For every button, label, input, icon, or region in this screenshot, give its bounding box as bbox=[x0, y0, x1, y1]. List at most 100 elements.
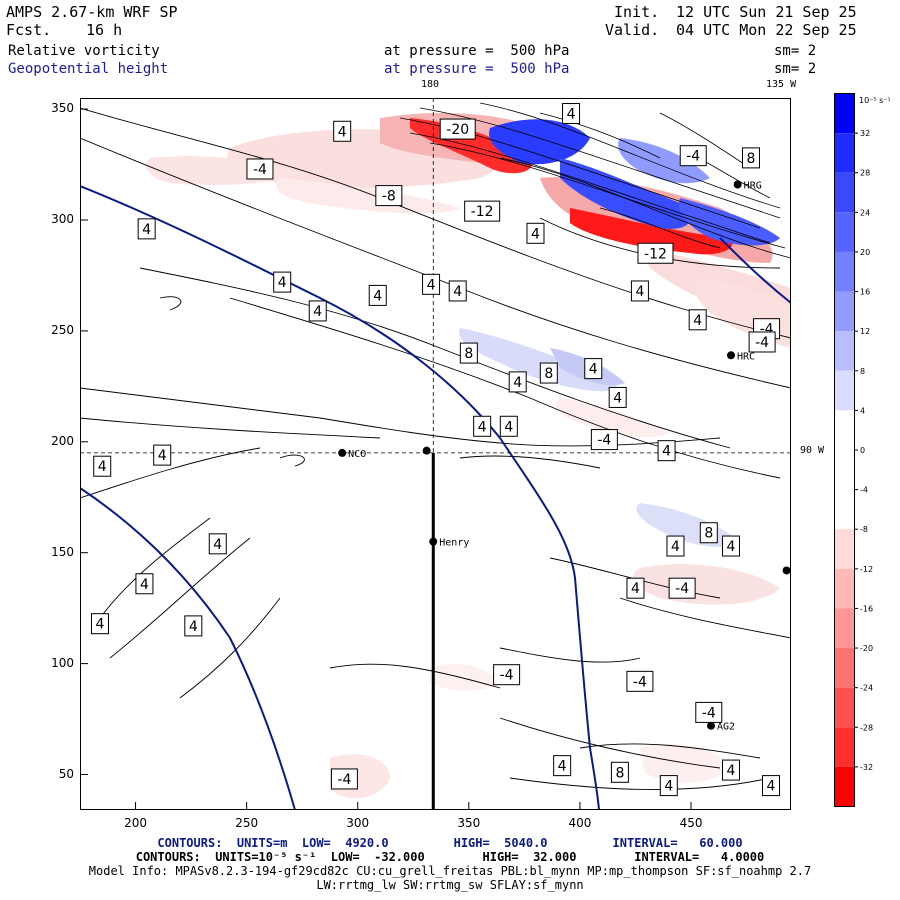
contour-label-text: 4 bbox=[98, 459, 107, 475]
height-contour-lines bbox=[80, 185, 791, 810]
contour-label: -20 bbox=[439, 118, 476, 140]
contour-label: 4 bbox=[553, 755, 572, 777]
contour-label-text: 4 bbox=[631, 581, 640, 597]
y-tick-label: 350 bbox=[51, 101, 74, 116]
contour-label-text: 4 bbox=[613, 390, 622, 406]
contour-label: 4 bbox=[630, 280, 649, 302]
contour-label: -4 bbox=[590, 429, 618, 451]
height-contour-info: CONTOURS: UNITS=m LOW= 4920.0 HIGH= 5040… bbox=[157, 836, 743, 850]
contour-label-text: 4 bbox=[338, 124, 347, 140]
contour-label-text: 4 bbox=[373, 288, 382, 304]
contour-label: 4 bbox=[508, 371, 527, 393]
contour-label-text: 4 bbox=[140, 577, 149, 593]
contour-label-text: -4 bbox=[597, 433, 611, 449]
colorbar-label: 24 bbox=[860, 208, 870, 217]
colorbar-swatch bbox=[834, 212, 855, 252]
colorbar-label: -24 bbox=[860, 684, 873, 693]
x-axis-ticks bbox=[135, 802, 692, 810]
y-tick-label: 50 bbox=[58, 766, 74, 781]
x-tick-label: 200 bbox=[124, 816, 147, 830]
contour-label: 4 bbox=[526, 222, 545, 244]
contour-label: -4 bbox=[668, 577, 696, 599]
contour-label: -4 bbox=[679, 145, 707, 167]
contour-label-text: 4 bbox=[504, 419, 513, 435]
contour-label-text: 4 bbox=[671, 539, 680, 555]
contour-label: 4 bbox=[657, 440, 676, 462]
colorbar-label: 16 bbox=[860, 288, 870, 297]
contour-label: -12 bbox=[637, 242, 674, 264]
colorbar-swatch bbox=[834, 687, 855, 728]
contour-label-text: 4 bbox=[589, 362, 598, 378]
contour-label: 4 bbox=[473, 415, 492, 437]
contour-label-text: 4 bbox=[453, 284, 462, 300]
contour-label-text: 4 bbox=[767, 779, 776, 795]
station-dot bbox=[782, 566, 791, 575]
contour-label: -4 bbox=[246, 158, 274, 180]
contour-label: 4 bbox=[688, 309, 707, 331]
valid-value: 04 UTC Mon 22 Sep 25 bbox=[676, 21, 857, 39]
station-label: AG2 bbox=[717, 722, 735, 733]
field1-name: Relative vorticity bbox=[8, 43, 160, 59]
contour-label-text: 4 bbox=[693, 313, 702, 329]
station-label: NCO bbox=[348, 449, 366, 460]
model-title: AMPS 2.67-km WRF SP bbox=[6, 3, 178, 21]
contour-label-text: 4 bbox=[158, 448, 167, 464]
station-dot bbox=[707, 721, 716, 730]
contour-label-text: -20 bbox=[446, 122, 469, 138]
meridian-label-180: 180 bbox=[421, 79, 440, 90]
contour-label: 4 bbox=[184, 615, 203, 637]
contour-label: -4 bbox=[626, 670, 654, 692]
y-tick-label: 100 bbox=[51, 655, 74, 670]
station-label: HRG bbox=[744, 181, 762, 192]
contour-label-text: -4 bbox=[253, 162, 267, 178]
colorbar-swatch bbox=[834, 450, 855, 490]
contour-label: -4 bbox=[695, 701, 723, 723]
contour-label-text: 4 bbox=[278, 275, 287, 291]
station-label: HRC bbox=[737, 351, 755, 362]
contour-label: -12 bbox=[464, 200, 501, 222]
plot-frame bbox=[80, 98, 791, 810]
colorbar-swatch bbox=[834, 410, 855, 450]
colorbar-label: -20 bbox=[860, 644, 873, 653]
contour-label-text: -8 bbox=[382, 189, 396, 205]
contour-label-text: 4 bbox=[662, 444, 671, 460]
colorbar-label: -32 bbox=[860, 763, 873, 772]
station-dot bbox=[429, 537, 438, 546]
contour-label: 4 bbox=[722, 535, 741, 557]
init-value: 12 UTC Sun 21 Sep 25 bbox=[676, 3, 857, 21]
station-dot bbox=[338, 448, 347, 457]
contour-label-text: 4 bbox=[142, 222, 151, 238]
colorbar-label: 32 bbox=[860, 129, 870, 138]
contour-label-text: 4 bbox=[727, 539, 736, 555]
contour-label: 4 bbox=[422, 273, 441, 295]
contour-label-text: 8 bbox=[704, 526, 713, 542]
colorbar-label: 12 bbox=[860, 327, 870, 336]
colorbar-label: -16 bbox=[860, 604, 873, 613]
y-tick-label: 150 bbox=[51, 544, 74, 559]
contour-label: 4 bbox=[608, 386, 627, 408]
colorbar-swatch bbox=[834, 331, 855, 371]
contour-label-text: 4 bbox=[427, 277, 436, 293]
colorbar-swatch bbox=[834, 251, 855, 292]
colorbar-label: 0 bbox=[860, 446, 865, 455]
contour-label-text: 4 bbox=[213, 537, 222, 553]
contour-label-text: 8 bbox=[544, 366, 553, 382]
colorbar-label: 20 bbox=[860, 248, 870, 257]
contour-label: -4 bbox=[493, 664, 521, 686]
contour-label-text: -4 bbox=[500, 668, 514, 684]
colorbar-swatch bbox=[834, 727, 855, 767]
x-tick-label: 300 bbox=[346, 816, 370, 830]
station-dot bbox=[422, 446, 431, 455]
vorticity-contour-info: CONTOURS: UNITS=10⁻⁵ s⁻¹ LOW= -32.000 HI… bbox=[135, 850, 765, 864]
contour-label-text: 8 bbox=[747, 151, 756, 167]
contour-label: 8 bbox=[539, 362, 558, 384]
colorbar-label: 4 bbox=[860, 406, 865, 415]
colorbar-label: -28 bbox=[860, 723, 873, 732]
station-dot bbox=[727, 351, 736, 360]
y-tick-label: 200 bbox=[51, 433, 74, 448]
contour-label-text: 4 bbox=[635, 284, 644, 300]
colorbar-swatch bbox=[834, 93, 855, 134]
contour-label: 4 bbox=[368, 284, 387, 306]
field1-smoothing: sm= 2 bbox=[774, 43, 817, 59]
